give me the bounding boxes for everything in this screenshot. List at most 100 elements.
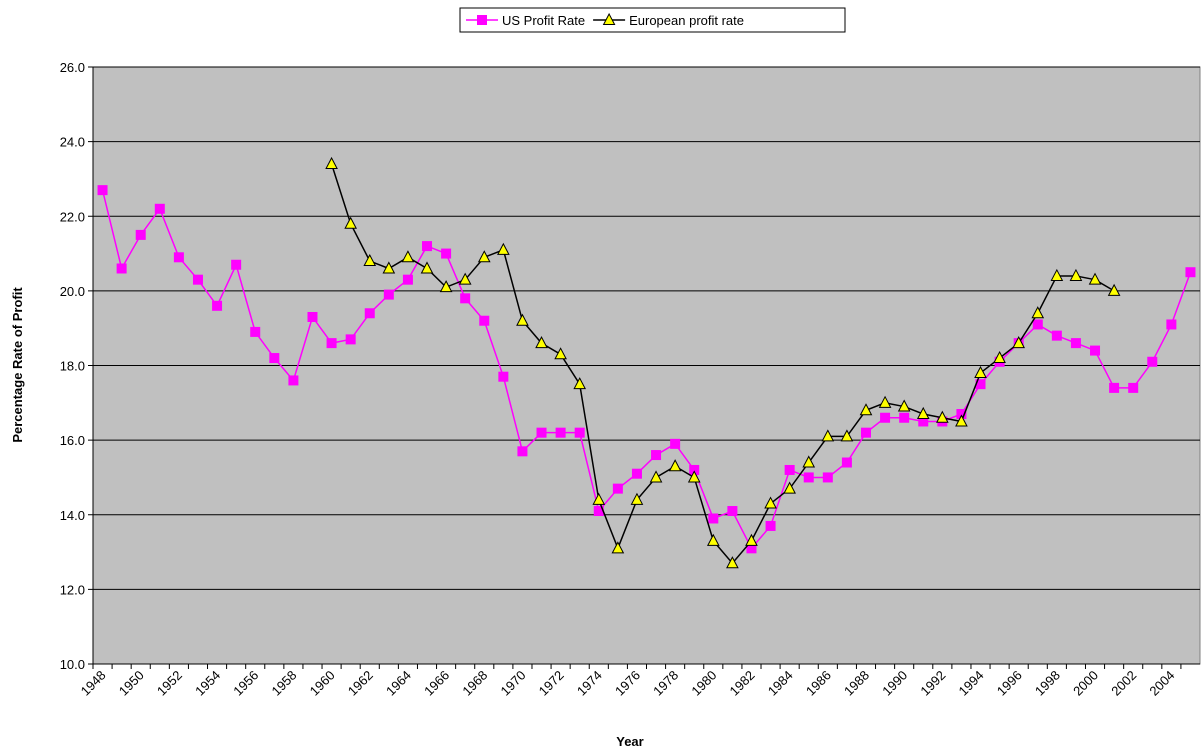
data-point xyxy=(687,470,701,483)
x-tick-label: 1980 xyxy=(688,668,719,699)
data-point xyxy=(402,274,413,285)
x-tick-label: 1956 xyxy=(230,668,261,699)
y-tick-label: 10.0 xyxy=(60,657,85,672)
data-point xyxy=(706,533,720,546)
x-tick-label: 1958 xyxy=(268,668,299,699)
x-tick-label: 1992 xyxy=(917,668,948,699)
data-point xyxy=(401,250,415,263)
legend-marker xyxy=(477,15,487,25)
x-tick-label: 1978 xyxy=(650,668,681,699)
data-point xyxy=(420,261,434,274)
data-point xyxy=(458,272,472,285)
data-point xyxy=(288,375,299,386)
x-tick-label: 1960 xyxy=(307,668,338,699)
data-point xyxy=(1050,268,1064,281)
y-tick-label: 22.0 xyxy=(60,209,85,224)
x-tick-label: 1954 xyxy=(192,668,223,699)
data-point xyxy=(269,353,280,364)
y-axis-title: Percentage Rate of Profit xyxy=(10,287,25,443)
data-point xyxy=(364,308,375,319)
x-tick-label: 1968 xyxy=(459,668,490,699)
x-tick-label: 1970 xyxy=(498,668,529,699)
x-tick-label: 1948 xyxy=(78,668,109,699)
data-point xyxy=(422,241,433,252)
data-point xyxy=(956,409,967,420)
data-point xyxy=(765,520,776,531)
x-tick-label: 1996 xyxy=(994,668,1025,699)
data-point xyxy=(974,365,987,378)
data-point xyxy=(822,472,833,483)
data-point xyxy=(916,406,930,420)
data-point xyxy=(477,250,491,263)
data-point xyxy=(1090,345,1101,356)
data-point xyxy=(955,414,968,427)
data-point xyxy=(897,399,911,412)
y-tick-label: 24.0 xyxy=(60,135,85,150)
data-point xyxy=(1185,267,1196,278)
data-point xyxy=(993,350,1006,364)
data-point xyxy=(460,293,471,304)
data-point xyxy=(479,315,490,326)
x-tick-label: 1986 xyxy=(803,668,834,699)
data-point xyxy=(918,416,929,427)
data-point xyxy=(880,412,891,423)
legend-label: European profit rate xyxy=(629,13,744,28)
data-point xyxy=(535,336,548,349)
data-point xyxy=(212,300,223,311)
data-point xyxy=(840,429,854,442)
data-point xyxy=(783,481,796,494)
data-point xyxy=(135,229,146,240)
data-point xyxy=(745,533,758,546)
data-point xyxy=(1147,356,1158,367)
data-point xyxy=(802,455,816,468)
data-point xyxy=(1031,306,1045,319)
y-tick-label: 12.0 xyxy=(60,582,85,597)
data-point xyxy=(668,459,682,472)
x-tick-label: 1976 xyxy=(612,668,643,699)
data-point xyxy=(363,253,377,267)
data-point xyxy=(651,450,662,461)
data-point xyxy=(612,483,623,494)
data-point xyxy=(803,472,814,483)
x-tick-label: 1972 xyxy=(536,668,567,699)
series-line xyxy=(101,189,1192,550)
data-point xyxy=(1070,338,1081,349)
data-point xyxy=(439,280,453,293)
x-tick-label: 1962 xyxy=(345,668,376,699)
x-tick-label: 1998 xyxy=(1032,668,1063,699)
data-point xyxy=(592,492,606,505)
x-tick-label: 1984 xyxy=(765,668,796,699)
data-point xyxy=(1109,382,1120,393)
x-tick-label: 1982 xyxy=(727,668,758,699)
data-point xyxy=(1088,272,1102,285)
data-point xyxy=(878,395,892,408)
x-tick-label: 1952 xyxy=(154,668,185,699)
data-point xyxy=(899,412,910,423)
data-point xyxy=(554,347,567,360)
data-point xyxy=(536,427,547,438)
data-point xyxy=(1051,330,1062,341)
data-point xyxy=(573,377,587,390)
data-point xyxy=(1128,382,1139,393)
data-point xyxy=(1107,283,1121,296)
y-tick-label: 26.0 xyxy=(60,60,85,75)
legend-marker xyxy=(602,12,616,25)
data-point xyxy=(498,371,509,382)
data-point xyxy=(859,403,873,416)
data-point xyxy=(746,543,757,554)
data-point xyxy=(497,242,510,255)
data-point xyxy=(574,427,585,438)
data-point xyxy=(516,313,529,326)
x-tick-label: 2004 xyxy=(1146,668,1177,699)
data-point xyxy=(97,185,108,196)
data-point xyxy=(764,496,777,509)
data-point xyxy=(231,259,242,270)
data-point xyxy=(250,326,261,337)
x-tick-label: 1994 xyxy=(956,668,987,699)
x-axis-title: Year xyxy=(616,734,643,749)
data-point xyxy=(173,252,184,263)
y-tick-label: 18.0 xyxy=(60,359,85,374)
data-point xyxy=(936,410,949,423)
data-point xyxy=(593,506,604,517)
